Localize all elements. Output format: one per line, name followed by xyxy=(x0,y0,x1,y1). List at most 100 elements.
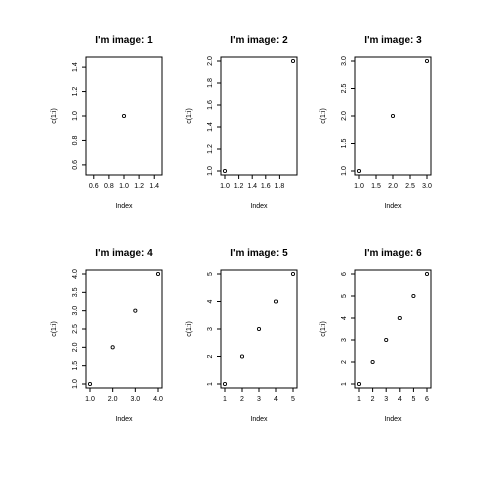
data-point xyxy=(87,381,93,387)
panel-6: I'm image: 6 1 2 3 4 5 6 1 2 3 4 5 6 Index c(1:i) xyxy=(320,248,432,423)
y-tick-label: 6 xyxy=(341,272,348,276)
y-tick-label: 3.0 xyxy=(341,56,348,66)
x-tick-label: 1.6 xyxy=(261,183,271,190)
data-point xyxy=(239,354,245,359)
y-axis-label: c(1:i) xyxy=(186,108,193,124)
y-tick-label: 1.4 xyxy=(207,122,214,132)
y-tick-label: 2.0 xyxy=(341,111,348,121)
data-point xyxy=(424,58,430,64)
panel-4: I'm image: 4 1.0 2.0 3.0 4.0 1.0 1.5 2.0 2.5 3.0 3… xyxy=(51,248,163,423)
plot-frame xyxy=(354,269,432,389)
x-tick-label: 3 xyxy=(257,396,261,403)
chart-title: I'm image: 1 xyxy=(95,35,153,46)
x-tick-label: 4.0 xyxy=(153,396,163,403)
y-tick-label: 0.8 xyxy=(72,135,79,145)
y-tick-label: 1.0 xyxy=(72,111,79,121)
x-tick-label: 1.4 xyxy=(149,183,159,190)
y-tick-label: 4.0 xyxy=(72,269,79,279)
data-point xyxy=(390,113,396,119)
y-tick-label: 5 xyxy=(341,294,348,298)
data-point xyxy=(411,293,416,299)
x-axis-label: Index xyxy=(115,416,133,423)
x-tick-label: 2 xyxy=(240,396,244,403)
x-tick-label: 1.0 xyxy=(119,183,129,190)
y-tick-label: 1 xyxy=(341,382,348,386)
y-tick-label: 5 xyxy=(207,272,214,276)
chart-title: I'm image: 2 xyxy=(230,35,288,46)
x-tick-label: 2.5 xyxy=(405,183,415,190)
y-tick-label: 4 xyxy=(207,299,214,303)
y-tick-label: 1.4 xyxy=(72,62,79,72)
chart-title: I'm image: 3 xyxy=(364,35,422,46)
x-tick-label: 2.0 xyxy=(108,396,118,403)
x-tick-label: 2 xyxy=(371,396,375,403)
plot-frame xyxy=(85,56,163,176)
y-axis-label: c(1:i) xyxy=(320,108,327,124)
y-tick-label: 1.6 xyxy=(207,100,214,110)
x-axis-label: Index xyxy=(384,416,402,423)
plot-frame xyxy=(220,269,298,389)
data-point xyxy=(290,271,296,277)
y-tick-label: 3.5 xyxy=(72,287,79,297)
plot-frame xyxy=(85,269,163,389)
y-tick-label: 1.8 xyxy=(207,78,214,88)
x-tick-label: 1.5 xyxy=(371,183,381,190)
y-tick-label: 3 xyxy=(207,327,214,331)
data-point xyxy=(222,168,228,174)
y-tick-label: 3 xyxy=(341,338,348,342)
x-axis-label: Index xyxy=(384,203,402,210)
x-tick-label: 1.0 xyxy=(220,183,230,190)
x-tick-label: 3 xyxy=(384,396,388,403)
y-tick-label: 1.0 xyxy=(207,166,214,176)
x-tick-label: 2.0 xyxy=(388,183,398,190)
y-tick-label: 3.0 xyxy=(72,306,79,316)
y-tick-label: 2.0 xyxy=(72,342,79,352)
x-tick-label: 5 xyxy=(411,396,415,403)
y-axis-label: c(1:i) xyxy=(320,321,327,337)
data-point xyxy=(256,326,262,332)
y-tick-label: 1.0 xyxy=(341,166,348,176)
x-tick-label: 3.0 xyxy=(422,183,432,190)
x-tick-label: 0.8 xyxy=(104,183,114,190)
x-tick-label: 3.0 xyxy=(130,396,140,403)
chart-title: I'm image: 6 xyxy=(364,248,422,259)
panel-3: I'm image: 3 1.0 1.5 2.0 2.5 3.0 1.0 1.5 2.0 2.5 3… xyxy=(320,35,432,210)
data-point xyxy=(222,381,228,387)
plot-frame xyxy=(220,56,298,176)
data-point xyxy=(424,271,430,277)
data-point xyxy=(290,58,296,64)
y-tick-label: 0.6 xyxy=(72,160,79,170)
y-tick-label: 2.0 xyxy=(207,56,214,66)
data-point xyxy=(133,308,138,313)
data-point xyxy=(110,345,115,350)
data-point xyxy=(273,299,279,304)
data-point xyxy=(397,315,402,321)
y-tick-label: 1.5 xyxy=(72,361,79,371)
y-tick-label: 2.5 xyxy=(341,84,348,94)
x-tick-label: 5 xyxy=(291,396,295,403)
chart-title: I'm image: 5 xyxy=(230,248,288,259)
data-point xyxy=(121,113,127,119)
x-tick-label: 4 xyxy=(398,396,402,403)
panel-2: I'm image: 21.0 1.2 1.4 1.6 1.81.01.21.41.61… xyxy=(186,35,298,210)
x-tick-label: 1 xyxy=(223,396,227,403)
y-axis-label: c(1:i) xyxy=(186,321,193,337)
y-tick-label: 2 xyxy=(207,354,214,358)
y-tick-label: 1.2 xyxy=(72,87,79,97)
y-tick-label: 1.2 xyxy=(207,144,214,154)
y-tick-label: 1.5 xyxy=(341,139,348,149)
x-tick-label: 1 xyxy=(357,396,361,403)
x-tick-label: 1.0 xyxy=(85,396,95,403)
panel-1: I'm image: 1 0.6 0.8 1.0 1.2 1.4 0.6 0.8 1.0 1.2 1… xyxy=(51,35,163,210)
x-tick-label: 1.2 xyxy=(134,183,144,190)
y-axis-label: c(1:i) xyxy=(51,321,58,337)
x-tick-label: 4 xyxy=(274,396,278,403)
x-axis-label: Index xyxy=(250,203,268,210)
x-axis-label: Index xyxy=(115,203,133,210)
y-axis-label: c(1:i) xyxy=(51,108,58,124)
x-tick-label: 1.4 xyxy=(247,183,257,190)
panel-5: I'm image: 5 1 2 3 4 5 1 2 3 4 5 Index c(1:i) xyxy=(186,248,298,423)
x-tick-label: 1.8 xyxy=(275,183,285,190)
data-point xyxy=(155,271,161,277)
